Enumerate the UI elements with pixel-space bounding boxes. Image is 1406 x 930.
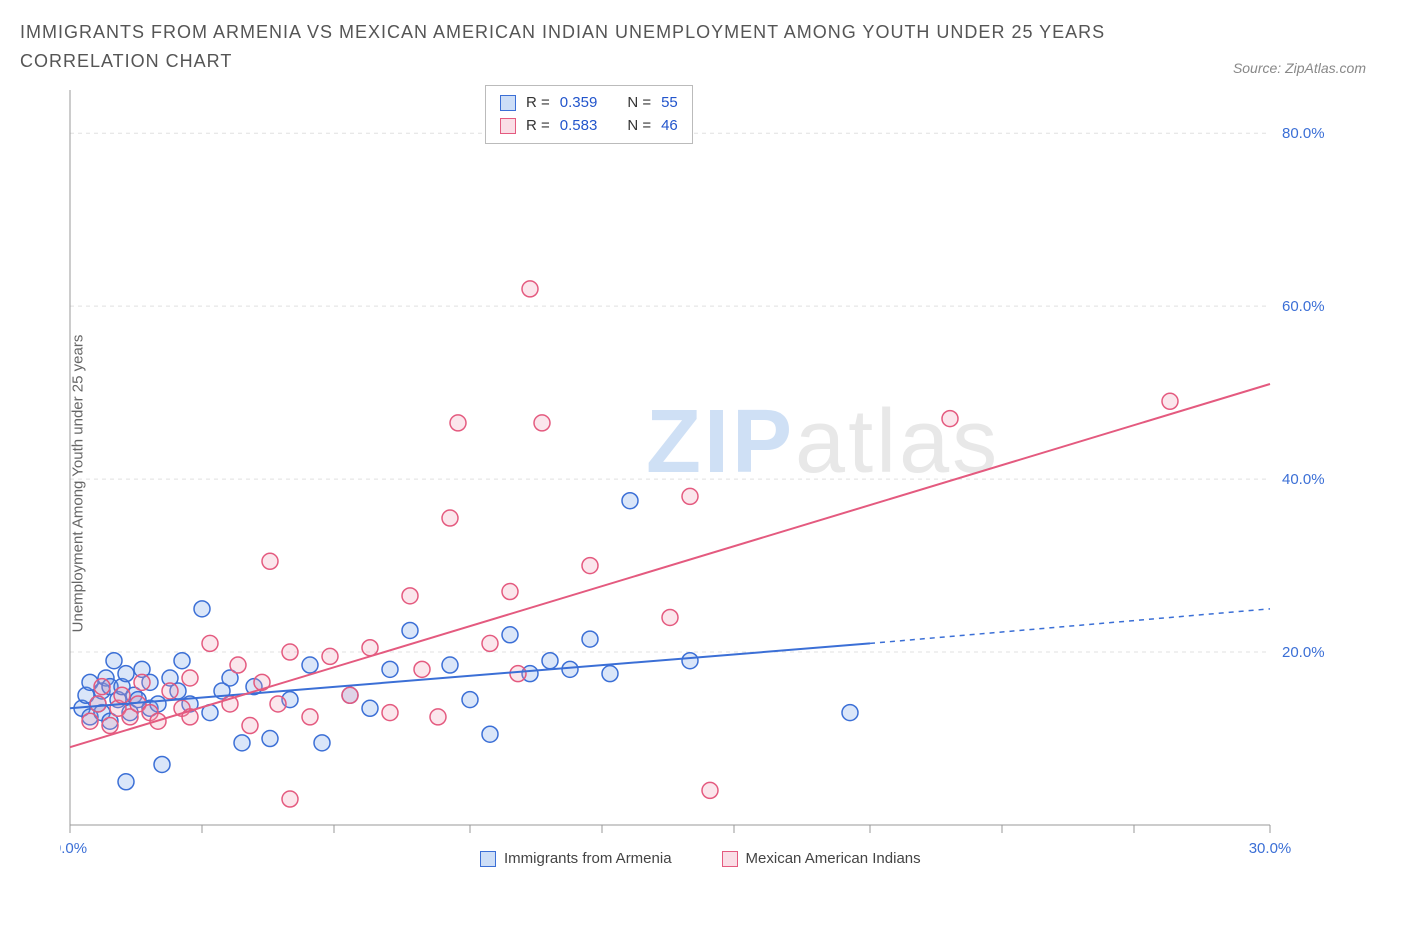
stats-swatch-armenia	[500, 95, 516, 111]
stats-row-mexican: R = 0.583 N = 46	[500, 115, 678, 138]
data-point-mexican	[450, 415, 466, 431]
legend-label: Mexican American Indians	[746, 850, 921, 867]
data-point-armenia	[382, 661, 398, 677]
legend: Immigrants from Armenia Mexican American …	[480, 850, 921, 867]
data-point-mexican	[362, 640, 378, 656]
chart-area: Unemployment Among Youth under 25 years …	[60, 85, 1340, 865]
data-point-mexican	[942, 411, 958, 427]
stats-row-armenia: R = 0.359 N = 55	[500, 92, 678, 115]
data-point-armenia	[442, 657, 458, 673]
data-point-mexican	[322, 648, 338, 664]
data-point-armenia	[154, 756, 170, 772]
data-point-mexican	[162, 683, 178, 699]
data-point-mexican	[382, 705, 398, 721]
stat-r-value: 0.359	[560, 92, 598, 115]
stat-r-label: R =	[526, 92, 550, 115]
data-point-armenia	[582, 631, 598, 647]
data-point-mexican	[682, 488, 698, 504]
stats-swatch-mexican	[500, 118, 516, 134]
data-point-armenia	[234, 735, 250, 751]
data-point-mexican	[102, 718, 118, 734]
data-point-armenia	[314, 735, 330, 751]
data-point-mexican	[90, 696, 106, 712]
chart-header: IMMIGRANTS FROM ARMENIA VS MEXICAN AMERI…	[0, 0, 1406, 84]
data-point-armenia	[622, 493, 638, 509]
data-point-mexican	[430, 709, 446, 725]
y-tick-label: 80.0%	[1282, 125, 1325, 142]
data-point-armenia	[194, 601, 210, 617]
legend-label: Immigrants from Armenia	[504, 850, 672, 867]
data-point-mexican	[282, 644, 298, 660]
data-point-mexican	[230, 657, 246, 673]
stat-n-label: N =	[627, 92, 651, 115]
data-point-mexican	[510, 666, 526, 682]
data-point-mexican	[262, 553, 278, 569]
data-point-mexican	[662, 609, 678, 625]
y-tick-label: 60.0%	[1282, 298, 1325, 315]
data-point-armenia	[402, 622, 418, 638]
data-point-mexican	[522, 281, 538, 297]
data-point-mexican	[442, 510, 458, 526]
data-point-mexican	[134, 674, 150, 690]
stat-n-value: 46	[661, 115, 678, 138]
y-tick-label: 40.0%	[1282, 471, 1325, 488]
data-point-mexican	[582, 558, 598, 574]
data-point-armenia	[462, 692, 478, 708]
data-point-mexican	[82, 713, 98, 729]
scatter-plot: 20.0% 40.0% 60.0% 80.0% 0.0% 30.0% ZIPatlas	[60, 85, 1340, 865]
stat-r-label: R =	[526, 115, 550, 138]
data-point-armenia	[106, 653, 122, 669]
data-point-armenia	[362, 700, 378, 716]
data-point-mexican	[1162, 393, 1178, 409]
data-point-mexican	[114, 687, 130, 703]
data-point-mexican	[282, 791, 298, 807]
data-point-armenia	[302, 657, 318, 673]
stat-r-value: 0.583	[560, 115, 598, 138]
data-point-mexican	[202, 635, 218, 651]
legend-swatch-armenia	[480, 851, 496, 867]
data-point-mexican	[242, 718, 258, 734]
stat-n-value: 55	[661, 92, 678, 115]
data-point-armenia	[562, 661, 578, 677]
data-point-armenia	[682, 653, 698, 669]
legend-item-mexican: Mexican American Indians	[722, 850, 921, 867]
data-point-mexican	[482, 635, 498, 651]
data-point-armenia	[118, 666, 134, 682]
trend-line-ext-armenia	[870, 609, 1270, 644]
data-point-mexican	[182, 670, 198, 686]
data-point-armenia	[502, 627, 518, 643]
data-point-mexican	[534, 415, 550, 431]
x-tick-label: 0.0%	[60, 840, 87, 857]
data-point-armenia	[262, 731, 278, 747]
data-point-armenia	[842, 705, 858, 721]
data-point-mexican	[94, 679, 110, 695]
data-point-mexican	[414, 661, 430, 677]
data-point-armenia	[542, 653, 558, 669]
data-point-mexican	[342, 687, 358, 703]
data-point-mexican	[702, 782, 718, 798]
data-point-armenia	[174, 653, 190, 669]
data-point-mexican	[402, 588, 418, 604]
stats-box: R = 0.359 N = 55 R = 0.583 N = 46	[485, 85, 693, 144]
legend-item-armenia: Immigrants from Armenia	[480, 850, 672, 867]
data-point-mexican	[302, 709, 318, 725]
y-tick-label: 20.0%	[1282, 644, 1325, 661]
legend-swatch-mexican	[722, 851, 738, 867]
data-point-armenia	[602, 666, 618, 682]
chart-title: IMMIGRANTS FROM ARMENIA VS MEXICAN AMERI…	[20, 18, 1120, 76]
data-point-mexican	[270, 696, 286, 712]
data-point-armenia	[118, 774, 134, 790]
watermark: ZIPatlas	[646, 392, 1000, 492]
stat-n-label: N =	[627, 115, 651, 138]
source-attribution: Source: ZipAtlas.com	[1233, 60, 1366, 76]
data-point-mexican	[502, 584, 518, 600]
x-tick-label: 30.0%	[1249, 840, 1292, 857]
data-point-armenia	[482, 726, 498, 742]
